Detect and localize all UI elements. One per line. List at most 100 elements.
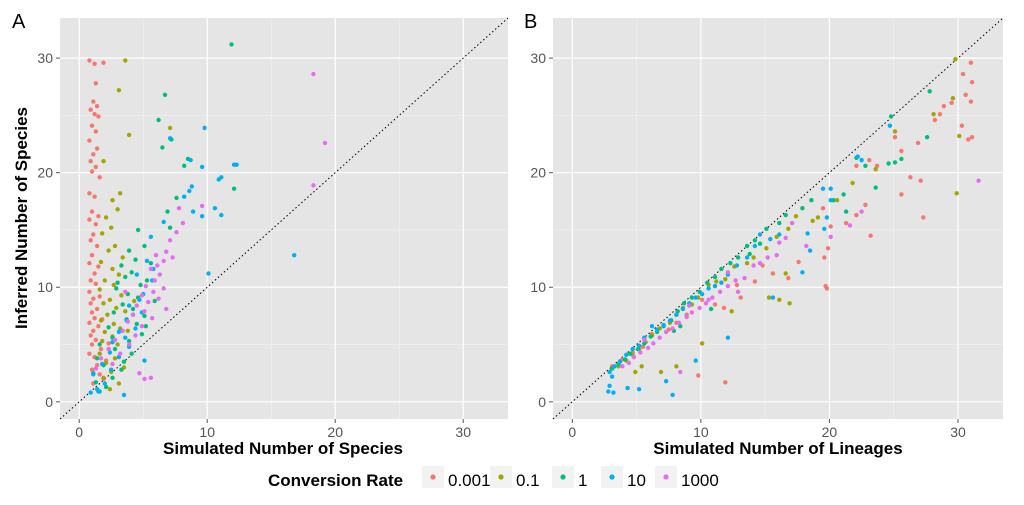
data-point-0.1 [116,381,122,386]
data-point-0.001 [94,306,100,312]
data-point-10 [670,392,675,398]
data-point-10 [97,389,102,394]
x-tick-label: 20 [327,424,343,440]
data-point-0.1 [126,132,132,138]
data-point-1000 [139,293,145,298]
data-point-10 [777,232,782,237]
data-point-1000 [142,376,147,382]
data-point-1000 [143,283,148,289]
data-point-0.001 [770,271,776,276]
data-point-0.001 [93,81,99,86]
data-point-1 [689,295,695,300]
data-point-0.001 [820,206,826,211]
y-tick-label: 20 [530,165,546,181]
data-point-10 [190,209,196,214]
x-tick-label: 10 [693,424,709,440]
data-point-1 [712,274,718,280]
data-point-10 [887,123,893,128]
data-point-1 [144,278,150,283]
data-point-0.001 [96,114,101,119]
data-point-10 [219,212,224,218]
data-point-0.1 [658,369,664,375]
data-point-0.1 [101,301,106,306]
data-point-10 [126,303,132,308]
data-point-0.001 [868,233,873,238]
data-point-0.001 [93,222,99,227]
data-point-1 [94,356,100,361]
data-point-0.1 [102,329,108,335]
data-point-0.001 [94,146,100,151]
data-point-10 [88,390,93,395]
data-point-0.1 [97,351,102,356]
data-point-10 [824,215,830,220]
data-point-0.001 [93,281,99,286]
data-point-1 [705,280,710,285]
data-point-1000 [631,354,637,360]
legend-label-1000: 1000 [681,471,719,490]
data-point-1000 [118,351,123,356]
data-point-0.001 [92,271,97,276]
data-point-10 [855,154,860,159]
data-point-0.1 [118,191,123,196]
data-point-1000 [170,255,175,260]
data-point-10 [199,214,205,219]
legend: Conversion Rate 0.001 0.1 1 10 1000 [268,466,719,490]
data-point-1 [747,251,752,257]
data-point-1000 [93,366,99,371]
data-point-1000 [687,303,692,308]
data-point-1000 [142,309,147,314]
data-point-1 [752,238,758,243]
data-point-1 [843,209,849,214]
data-point-0.1 [815,215,821,220]
data-point-0.001 [969,80,975,85]
y-tick-label: 30 [530,50,546,66]
data-point-1 [142,243,147,249]
data-point-0.1 [850,180,855,186]
data-point-0.1 [892,129,898,134]
data-point-1000 [180,220,186,226]
data-point-0.001 [92,316,97,321]
data-point-0.001 [752,279,758,284]
data-point-0.001 [712,302,718,307]
data-point-0.1 [98,318,104,323]
data-point-1000 [678,369,683,375]
data-point-1000 [657,335,662,340]
data-point-10 [757,232,763,237]
data-point-1 [138,282,143,288]
data-point-10 [805,231,810,236]
data-point-1000 [174,230,179,235]
panel-b-identity-line [552,17,1004,420]
data-point-0.001 [91,99,96,104]
data-point-0.001 [88,278,93,283]
data-point-1 [809,198,814,203]
data-point-0.001 [734,282,740,288]
data-point-0.001 [94,243,100,249]
data-point-1000 [199,203,205,209]
y-tick-label: 30 [37,50,53,66]
data-point-0.1 [633,369,638,375]
legend-title: Conversion Rate [268,471,403,490]
data-point-10 [625,385,630,391]
data-point-1 [924,135,930,140]
data-point-1000 [735,289,741,294]
x-tick-label: 30 [950,424,966,440]
data-point-10 [734,263,740,268]
data-point-0.1 [116,272,122,277]
data-point-10 [102,381,108,386]
data-point-0.1 [120,255,125,260]
data-point-1000 [130,312,136,317]
data-point-0.001 [88,238,93,243]
data-point-0.1 [106,248,111,253]
data-point-1 [110,375,115,380]
data-point-1000 [774,253,779,258]
data-point-1 [229,42,234,47]
panel-b-letter: B [524,11,537,33]
data-point-1 [841,192,846,197]
data-point-1 [162,92,168,98]
data-point-1000 [684,314,689,320]
panel-a: A 0 10 20 30 0 10 20 30 Simulated Number of Spe… [12,11,509,458]
data-point-1 [182,163,187,168]
data-point-10 [828,198,833,203]
data-point-0.001 [89,123,95,128]
data-point-0.001 [640,344,646,349]
